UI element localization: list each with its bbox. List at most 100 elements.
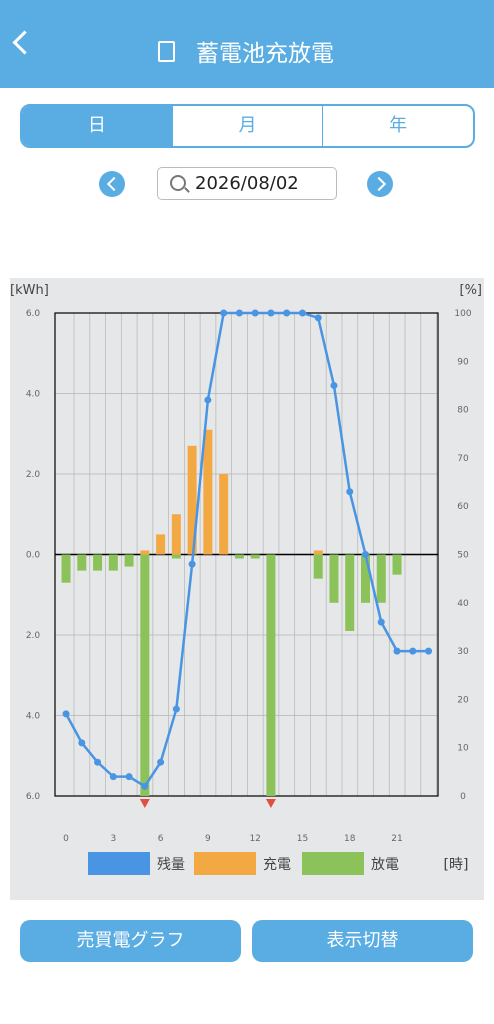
tab[interactable]: 日 (22, 106, 172, 146)
x-tick-label: 12 (249, 834, 260, 844)
point (204, 396, 212, 404)
bar (187, 445, 197, 555)
point (298, 309, 306, 317)
point (94, 758, 102, 766)
y-tick-label: 4.0 (26, 390, 41, 400)
x-tick-label: 6 (158, 834, 164, 844)
bar (360, 554, 370, 603)
bar (108, 554, 118, 571)
y-tick-label: 6.0 (26, 309, 41, 319)
point (78, 739, 86, 747)
bar (313, 554, 323, 579)
bar (140, 550, 150, 555)
x-tick-label: 0 (63, 834, 69, 844)
point (283, 309, 291, 317)
y2-tick-label: 30 (457, 647, 469, 657)
y-axis-label: [kWh] (10, 283, 49, 298)
bar (140, 554, 150, 796)
y-tick-label: 2.0 (26, 631, 41, 641)
point (346, 488, 354, 496)
prev-button[interactable] (99, 171, 125, 197)
y2-tick-label: 100 (454, 309, 471, 319)
x-axis-label: [時] (444, 857, 469, 873)
x-tick-label: 3 (110, 834, 116, 844)
legend-label: 充電 (263, 857, 291, 873)
point (62, 710, 70, 718)
y2-tick-label: 90 (457, 357, 469, 367)
bar (392, 554, 402, 575)
date-text: 2026/08/02 (195, 173, 299, 194)
marker (139, 799, 150, 808)
legend-label: 残量 (157, 857, 185, 873)
tab[interactable]: 年 (322, 106, 473, 146)
point (393, 647, 401, 655)
line (64, 311, 429, 789)
point (314, 314, 322, 322)
date-field[interactable]: 2026/08/02 (157, 167, 337, 200)
x-tick-label: 18 (344, 834, 356, 844)
point (361, 551, 369, 558)
tab[interactable]: 月 (171, 106, 323, 146)
point (157, 758, 165, 766)
y2-tick-label: 40 (457, 599, 469, 609)
bar (266, 554, 276, 796)
bar (376, 554, 386, 603)
back-button[interactable] (12, 30, 37, 55)
x-tick-label: 21 (391, 834, 402, 844)
y2-axis-label: [%] (460, 283, 483, 298)
y-tick-label: 6.0 (26, 792, 41, 802)
point (220, 309, 228, 317)
point (267, 309, 275, 317)
point (109, 773, 117, 781)
button[interactable]: 売買電グラフ (20, 920, 241, 962)
point (141, 782, 149, 790)
button[interactable]: 表示切替 (252, 920, 473, 962)
point (425, 647, 433, 655)
bar (345, 554, 355, 631)
x-tick-label: 15 (297, 834, 308, 844)
bar (313, 550, 323, 555)
document-icon (158, 41, 175, 62)
plot-border (54, 312, 439, 797)
bar (93, 554, 103, 571)
legend-swatch (88, 852, 150, 875)
y2-tick-label: 70 (457, 454, 469, 464)
point (330, 381, 338, 389)
y2-tick-label: 60 (457, 502, 469, 512)
bar (124, 554, 134, 567)
x-tick-label: 9 (205, 834, 211, 844)
next-button[interactable] (367, 171, 393, 197)
legend-label: 放電 (371, 857, 399, 873)
y2-tick-label: 0 (460, 792, 466, 802)
marker (265, 799, 276, 808)
y2-tick-label: 10 (457, 744, 469, 754)
chart-panel (10, 278, 484, 900)
search-icon (170, 175, 186, 191)
bar (250, 554, 260, 559)
y2-tick-label: 20 (457, 695, 469, 705)
point (172, 705, 180, 713)
point (251, 309, 259, 317)
bar (61, 554, 71, 583)
point (235, 309, 243, 317)
point (188, 560, 196, 568)
period-tabs: 日 月 年 (20, 104, 475, 148)
bar (234, 554, 244, 559)
header: 蓄電池充放電 (0, 0, 494, 88)
bar (329, 554, 339, 603)
legend-swatch (194, 852, 256, 875)
point (377, 618, 385, 626)
point (409, 647, 417, 655)
y-tick-label: 0.0 (26, 551, 41, 561)
point (125, 773, 133, 781)
bar (77, 554, 87, 571)
legend-swatch (302, 852, 364, 875)
bar (219, 474, 229, 555)
bar (171, 514, 181, 555)
bar (156, 534, 166, 555)
y2-tick-label: 50 (457, 551, 469, 561)
bar (171, 554, 181, 559)
y-tick-label: 2.0 (26, 470, 41, 480)
